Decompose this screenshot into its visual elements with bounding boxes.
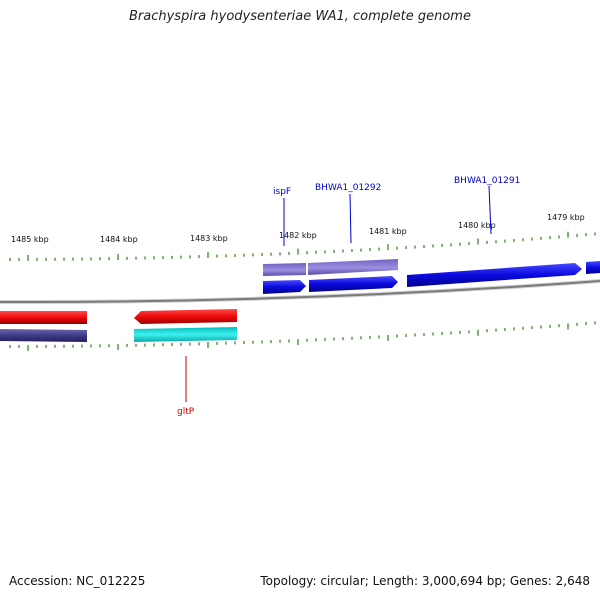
gene-feature-bhwa1-01292[interactable] bbox=[308, 259, 398, 275]
gene-label-ispF[interactable]: ispF bbox=[273, 187, 291, 197]
genome-backbone-core bbox=[0, 280, 600, 304]
cds-arrow-partial[interactable] bbox=[586, 261, 600, 274]
kbp-label: 1480 kbp bbox=[458, 221, 496, 230]
leader-bhwa1-01291 bbox=[488, 185, 492, 235]
kbp-label: 1484 kbp bbox=[100, 235, 138, 244]
lower-tick-track bbox=[9, 321, 596, 351]
leader-bhwa1-01292 bbox=[349, 193, 352, 244]
cds-arrow-gltP[interactable] bbox=[134, 309, 237, 324]
gene-label-bhwa1-01291[interactable]: BHWA1_01291 bbox=[454, 176, 520, 186]
kbp-label: 1483 kbp bbox=[190, 234, 228, 243]
kbp-label: 1485 kbp bbox=[11, 235, 49, 244]
page-title: Brachyspira hyodysenteriae WA1, complete… bbox=[129, 9, 471, 24]
gene-label-gltP[interactable]: gltP bbox=[177, 407, 195, 417]
kbp-label: 1482 kbp bbox=[279, 231, 317, 240]
gene-label-bhwa1-01292[interactable]: BHWA1_01292 bbox=[315, 183, 381, 193]
reverse-gene-track bbox=[0, 327, 237, 342]
topology-text: Topology: circular; Length: 3,000,694 bp… bbox=[260, 574, 590, 588]
kbp-label: 1479 kbp bbox=[547, 213, 585, 222]
accession-text: Accession: NC_012225 bbox=[9, 574, 146, 588]
kbp-scale-labels: 1485 kbp 1484 kbp 1483 kbp 1482 kbp 1481… bbox=[11, 213, 585, 244]
cds-arrow-ispF[interactable] bbox=[263, 280, 306, 294]
cds-arrow-left-partial[interactable] bbox=[0, 311, 87, 324]
gene-feature-gltP[interactable] bbox=[134, 327, 237, 342]
cds-arrow-bhwa1-01291[interactable] bbox=[407, 263, 582, 287]
reverse-cds-track bbox=[0, 309, 237, 324]
forward-gene-track bbox=[263, 259, 398, 276]
cds-arrow-bhwa1-01292[interactable] bbox=[309, 276, 398, 292]
gene-feature-ispF[interactable] bbox=[263, 263, 306, 276]
gene-feature-left-partial[interactable] bbox=[0, 329, 87, 342]
forward-cds-track bbox=[263, 261, 600, 294]
kbp-label: 1481 kbp bbox=[369, 227, 407, 236]
upper-tick-track bbox=[9, 231, 596, 261]
gene-label-leaders bbox=[185, 185, 492, 402]
gene-labels: ispF BHWA1_01292 BHWA1_01291 gltP bbox=[177, 176, 520, 417]
